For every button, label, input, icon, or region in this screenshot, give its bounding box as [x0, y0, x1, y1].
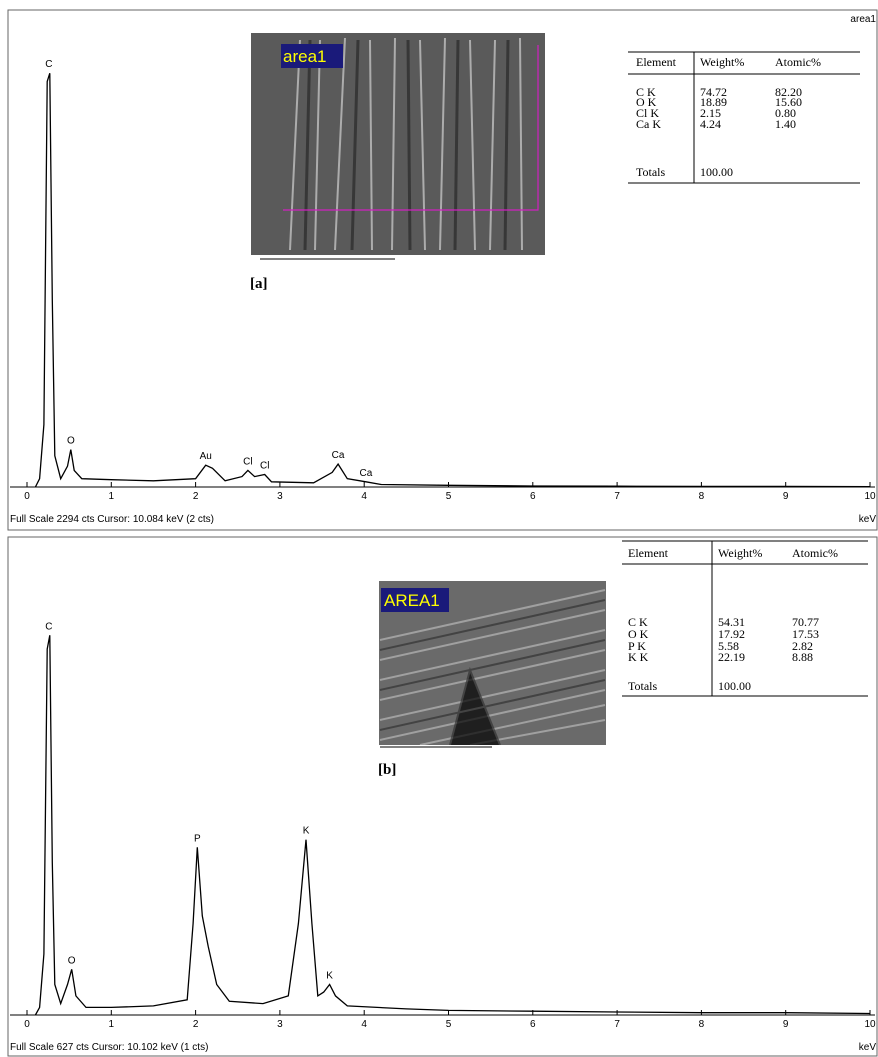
table-header: Weight% — [700, 55, 744, 69]
x-axis-label: keV — [859, 1042, 877, 1053]
x-tick-label: 0 — [24, 491, 30, 502]
x-tick-label: 8 — [699, 1019, 705, 1030]
table-header: Weight% — [718, 546, 762, 560]
table-cell: 4.24 — [700, 117, 721, 131]
x-tick-label: 8 — [699, 491, 705, 502]
peak-label: Cl — [243, 456, 252, 467]
table-cell: 1.40 — [775, 117, 796, 131]
x-tick-label: 4 — [361, 491, 367, 502]
peak-label: C — [45, 621, 52, 632]
peak-label: Ca — [332, 450, 345, 461]
peak-label: Au — [200, 451, 212, 462]
table-header: Atomic% — [792, 546, 838, 560]
table-total: Totals — [628, 679, 657, 693]
sem-image — [251, 33, 545, 269]
table-total: 100.00 — [718, 679, 751, 693]
x-tick-label: 10 — [864, 491, 876, 502]
status-text: Full Scale 2294 cts Cursor: 10.084 keV (… — [10, 514, 214, 525]
x-axis-label: keV — [859, 514, 877, 525]
table-cell: 22.19 — [718, 650, 745, 664]
panel-label: [a] — [250, 276, 268, 292]
peak-label: K — [303, 826, 310, 837]
x-tick-label: 7 — [614, 1019, 620, 1030]
peak-label: O — [68, 955, 76, 966]
table-total: Totals — [636, 165, 665, 179]
x-tick-label: 5 — [446, 1019, 452, 1030]
corner-label: area1 — [850, 14, 876, 25]
x-tick-label: 9 — [783, 491, 789, 502]
status-text: Full Scale 627 cts Cursor: 10.102 keV (1… — [10, 1042, 208, 1053]
peak-label: O — [67, 436, 75, 447]
table-cell: 8.88 — [792, 650, 813, 664]
x-tick-label: 5 — [446, 491, 452, 502]
peak-label: Cl — [260, 461, 269, 472]
x-tick-label: 1 — [109, 1019, 115, 1030]
table-header: Atomic% — [775, 55, 821, 69]
table-cell: Ca K — [636, 117, 661, 131]
x-tick-label: 9 — [783, 1019, 789, 1030]
x-tick-label: 3 — [277, 1019, 283, 1030]
x-tick-label: 6 — [530, 491, 536, 502]
peak-label: K — [326, 971, 333, 982]
x-tick-label: 10 — [864, 1019, 876, 1030]
peak-label: Ca — [359, 468, 372, 479]
x-tick-label: 0 — [24, 1019, 30, 1030]
x-tick-label: 2 — [193, 1019, 199, 1030]
x-tick-label: 7 — [614, 491, 620, 502]
x-tick-label: 2 — [193, 491, 199, 502]
table-total: 100.00 — [700, 165, 733, 179]
table-cell: K K — [628, 650, 649, 664]
image-label: area1 — [283, 47, 326, 66]
x-tick-label: 6 — [530, 1019, 536, 1030]
figure: 012345678910COAuClClCaCaFull Scale 2294 … — [0, 0, 878, 1057]
table-header: Element — [636, 55, 677, 69]
panel-label: [b] — [378, 762, 396, 778]
peak-label: C — [45, 59, 52, 70]
image-label: AREA1 — [384, 591, 440, 610]
x-tick-label: 1 — [109, 491, 115, 502]
table-header: Element — [628, 546, 669, 560]
x-tick-label: 3 — [277, 491, 283, 502]
x-tick-label: 4 — [361, 1019, 367, 1030]
peak-label: P — [194, 833, 201, 844]
